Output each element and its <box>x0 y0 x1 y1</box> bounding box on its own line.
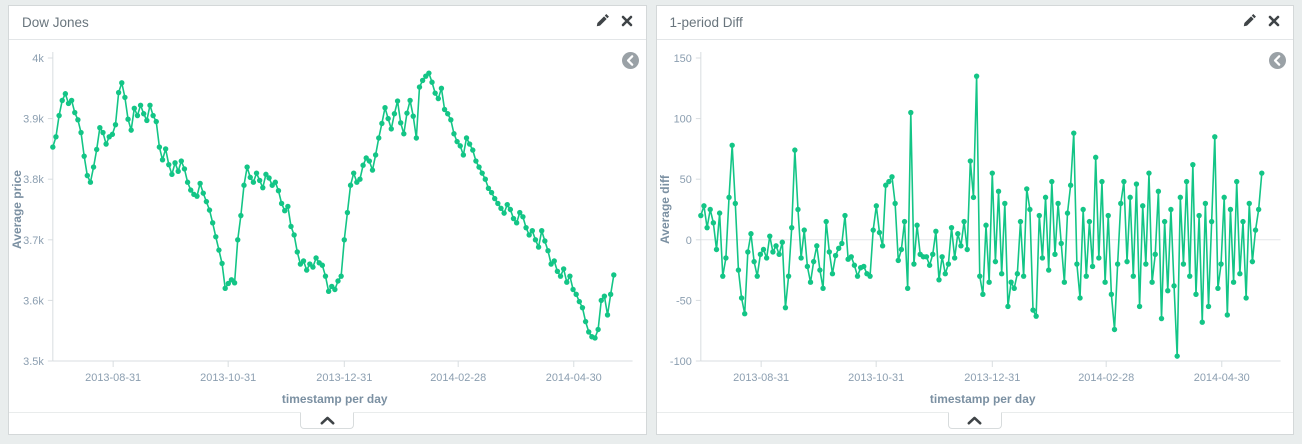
svg-text:timestamp per day: timestamp per day <box>929 392 1035 406</box>
panel-header-actions <box>596 13 633 32</box>
panel-title: 1-period Diff <box>669 15 743 30</box>
svg-text:150: 150 <box>673 53 691 65</box>
spy-panel-toggle[interactable] <box>300 412 355 430</box>
panel-header-actions <box>1243 13 1280 32</box>
panel-footer <box>9 412 646 434</box>
svg-text:timestamp per day: timestamp per day <box>282 392 388 406</box>
history-back-icon[interactable] <box>621 52 639 69</box>
svg-text:3.5k: 3.5k <box>23 356 44 368</box>
svg-text:2013-10-31: 2013-10-31 <box>848 372 904 384</box>
svg-text:2013-08-31: 2013-08-31 <box>85 372 141 384</box>
svg-text:2014-02-28: 2014-02-28 <box>430 372 486 384</box>
svg-text:50: 50 <box>679 174 691 186</box>
svg-text:-100: -100 <box>669 356 691 368</box>
svg-text:2013-08-31: 2013-08-31 <box>733 372 789 384</box>
svg-text:3.9k: 3.9k <box>23 114 44 126</box>
diff-line-chart[interactable]: 150 100 50 0 -50 -100 2013-08-31 2013-10-31 2013… <box>657 40 1294 412</box>
pencil-icon <box>1243 13 1257 32</box>
remove-panel-button[interactable] <box>621 14 633 32</box>
spy-panel-toggle[interactable] <box>947 412 1002 430</box>
chart-area: 150 100 50 0 -50 -100 2013-08-31 2013-10-31 2013… <box>657 40 1294 412</box>
svg-text:Average diff: Average diff <box>657 174 671 244</box>
pencil-icon <box>596 13 610 32</box>
remove-panel-button[interactable] <box>1268 14 1280 32</box>
chevron-up-icon <box>967 412 982 430</box>
svg-text:3.7k: 3.7k <box>23 235 44 247</box>
svg-text:2014-02-28: 2014-02-28 <box>1078 372 1134 384</box>
svg-text:-50: -50 <box>676 295 692 307</box>
x-icon <box>1268 14 1280 32</box>
svg-text:2014-04-30: 2014-04-30 <box>1193 372 1249 384</box>
x-icon <box>621 14 633 32</box>
history-back-icon[interactable] <box>1269 52 1286 69</box>
panel-dow-jones: Dow Jones 4k 3.9k 3.8k 3.7k 3.6k 3.5k 2013-08-… <box>8 5 647 435</box>
chevron-up-icon <box>320 412 335 430</box>
svg-text:2013-12-31: 2013-12-31 <box>316 372 372 384</box>
svg-text:2014-04-30: 2014-04-30 <box>546 372 602 384</box>
chart-area: 4k 3.9k 3.8k 3.7k 3.6k 3.5k 2013-08-31 2013-10-… <box>9 40 646 412</box>
edit-panel-button[interactable] <box>596 13 610 32</box>
svg-text:2013-12-31: 2013-12-31 <box>964 372 1020 384</box>
svg-text:100: 100 <box>673 114 691 126</box>
panel-1-period-diff: 1-period Diff 150 100 50 0 -50 -100 2013-08-31… <box>655 5 1294 435</box>
panel-title: Dow Jones <box>22 15 89 30</box>
svg-text:2013-10-31: 2013-10-31 <box>200 372 256 384</box>
svg-text:Average price: Average price <box>10 170 24 249</box>
edit-panel-button[interactable] <box>1243 13 1257 32</box>
svg-text:3.6k: 3.6k <box>23 295 44 307</box>
svg-text:4k: 4k <box>32 53 44 65</box>
dashboard: Dow Jones 4k 3.9k 3.8k 3.7k 3.6k 3.5k 2013-08-… <box>8 5 1294 435</box>
panel-header: 1-period Diff <box>656 6 1293 40</box>
panel-header: Dow Jones <box>9 6 646 40</box>
panel-footer <box>656 412 1293 434</box>
svg-text:3.8k: 3.8k <box>23 174 44 186</box>
dow-jones-line-chart[interactable]: 4k 3.9k 3.8k 3.7k 3.6k 3.5k 2013-08-31 2013-10-… <box>9 40 646 412</box>
svg-text:0: 0 <box>685 235 691 247</box>
